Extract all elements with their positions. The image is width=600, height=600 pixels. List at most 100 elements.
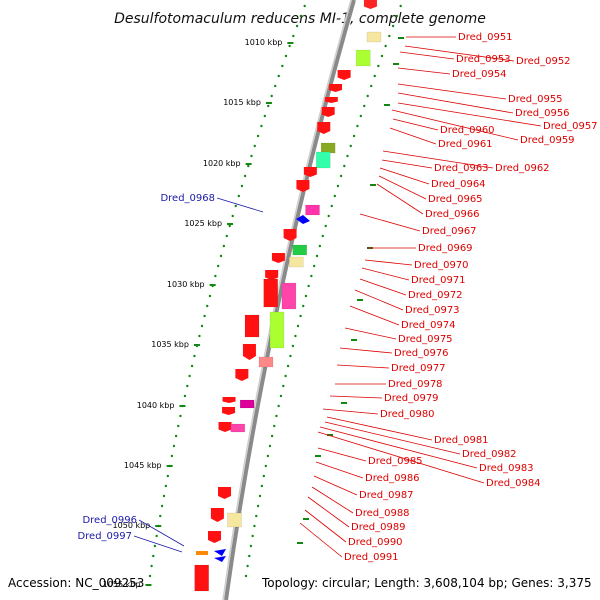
gene-feature-arrow xyxy=(218,422,232,432)
gc-dot-inner xyxy=(179,414,182,418)
gc-dot-inner xyxy=(231,214,234,218)
gene-label: Dred_0985 xyxy=(368,456,423,467)
label-leader xyxy=(397,92,514,114)
label-leader xyxy=(404,45,515,62)
gene-label: Dred_0959 xyxy=(520,135,575,146)
gene-label: Dred_0990 xyxy=(348,537,403,548)
gc-dot-outer xyxy=(249,544,253,548)
label-leader xyxy=(359,213,421,232)
label-leader xyxy=(317,431,485,484)
gene-label: Dred_0971 xyxy=(411,275,466,286)
gc-dot-inner xyxy=(170,454,174,458)
gc-dot-inner xyxy=(174,434,178,438)
gc-dot-outer xyxy=(343,164,346,168)
tick-label: 1050 kbp xyxy=(113,521,151,530)
gc-dot-inner xyxy=(295,24,299,28)
tick-label: 1030 kbp xyxy=(167,280,205,289)
label-leader xyxy=(304,509,347,543)
gc-dot-outer xyxy=(370,84,373,88)
gc-dot-outer xyxy=(312,264,316,268)
gc-dot-inner xyxy=(303,4,306,8)
gc-dot-outer xyxy=(356,124,359,128)
gc-dot-outer xyxy=(255,514,258,518)
tick-label: 1040 kbp xyxy=(137,401,175,410)
gc-dot-inner xyxy=(188,374,191,378)
gene-feature-arrow xyxy=(329,84,343,92)
gc-dot-outer xyxy=(395,14,399,18)
gene-label: Dred_0954 xyxy=(452,69,507,80)
label-leader xyxy=(133,535,183,553)
label-leaders xyxy=(133,36,542,558)
gc-dot-inner xyxy=(225,234,228,238)
gene-feature-arrow xyxy=(317,122,331,134)
gene-label: Dred_0987 xyxy=(359,490,414,501)
gene-feature-box xyxy=(366,31,382,43)
label-leader xyxy=(317,447,367,462)
gene-label: Dred_0951 xyxy=(458,32,513,43)
gc-dot-outer xyxy=(391,24,395,28)
label-leader xyxy=(359,278,407,296)
label-leader xyxy=(397,83,507,100)
gene-feature-arrow xyxy=(321,107,335,117)
gene-feature-box xyxy=(320,142,336,154)
gc-dot-outer xyxy=(270,434,274,438)
gene-label: Dred_0957 xyxy=(543,121,598,132)
gene-feature-box xyxy=(355,49,371,67)
gc-dot-outer xyxy=(310,274,313,278)
gc-dot-outer xyxy=(262,474,266,478)
label-leader xyxy=(326,416,433,441)
gc-dot-outer xyxy=(352,134,356,138)
gc-dot-outer xyxy=(253,524,256,528)
gc-dot-outer xyxy=(346,154,349,158)
gc-dot-outer xyxy=(248,554,251,558)
gc-dot-inner xyxy=(160,504,164,508)
gc-dot-outer xyxy=(349,144,352,148)
label-leader xyxy=(382,150,494,169)
gc-dot-outer xyxy=(286,364,290,368)
gc-dot-outer xyxy=(318,244,322,248)
gc-dot-outer xyxy=(291,344,295,348)
label-leader xyxy=(315,461,364,479)
gc-dot-outer xyxy=(246,564,249,568)
gene-label: Dred_0960 xyxy=(440,125,495,136)
map-title: Desulfotomaculum reducens MI-1, complete… xyxy=(114,11,486,27)
gc-dot-outer xyxy=(302,304,305,308)
gc-dot-inner xyxy=(281,64,284,68)
gene-feature-arrow xyxy=(363,0,377,9)
gc-dot-inner xyxy=(172,444,176,448)
gene-label: Dred_0989 xyxy=(351,522,406,533)
gc-dot-inner xyxy=(256,134,260,138)
label-leader xyxy=(313,475,358,496)
gc-dot-inner xyxy=(240,184,244,188)
gc-dot-outer xyxy=(299,314,302,318)
gc-dot-outer xyxy=(279,394,283,398)
gc-dot-outer xyxy=(268,444,272,448)
gc-dot-outer xyxy=(336,184,340,188)
gc-dot-inner xyxy=(150,564,153,568)
label-leader xyxy=(329,395,383,399)
label-leader xyxy=(378,175,427,200)
label-leader xyxy=(361,267,410,281)
gc-dot-outer xyxy=(284,374,287,378)
gc-dot-inner xyxy=(177,424,180,428)
gene-feature-box xyxy=(281,282,297,310)
gene-label: Dred_0979 xyxy=(384,393,439,404)
tick-marks: 1010 kbp 1015 kbp 1020 kbp 1025 kbp 1030 kbp… xyxy=(103,38,294,589)
gene-label: Dred_0974 xyxy=(401,320,456,331)
gc-dot-outer xyxy=(251,534,254,538)
gene-label: Dred_0991 xyxy=(344,552,399,563)
gc-dot-outer xyxy=(388,34,391,38)
gene-feature-box xyxy=(230,423,246,433)
gc-dot-outer xyxy=(289,354,292,358)
gene-label: Dred_0997 xyxy=(77,531,132,542)
gc-dot-inner xyxy=(292,34,295,38)
gene-label: Dred_0962 xyxy=(495,163,550,174)
gene-feature-arrow xyxy=(265,270,279,280)
label-leader xyxy=(319,426,478,469)
label-leader xyxy=(399,51,455,60)
gc-dot-outer xyxy=(296,324,300,328)
gene-label: Dred_0965 xyxy=(428,194,483,205)
gene-feature-arrow xyxy=(296,180,310,192)
gc-dot-inner xyxy=(250,154,253,158)
gc-dot-outer xyxy=(363,104,366,108)
